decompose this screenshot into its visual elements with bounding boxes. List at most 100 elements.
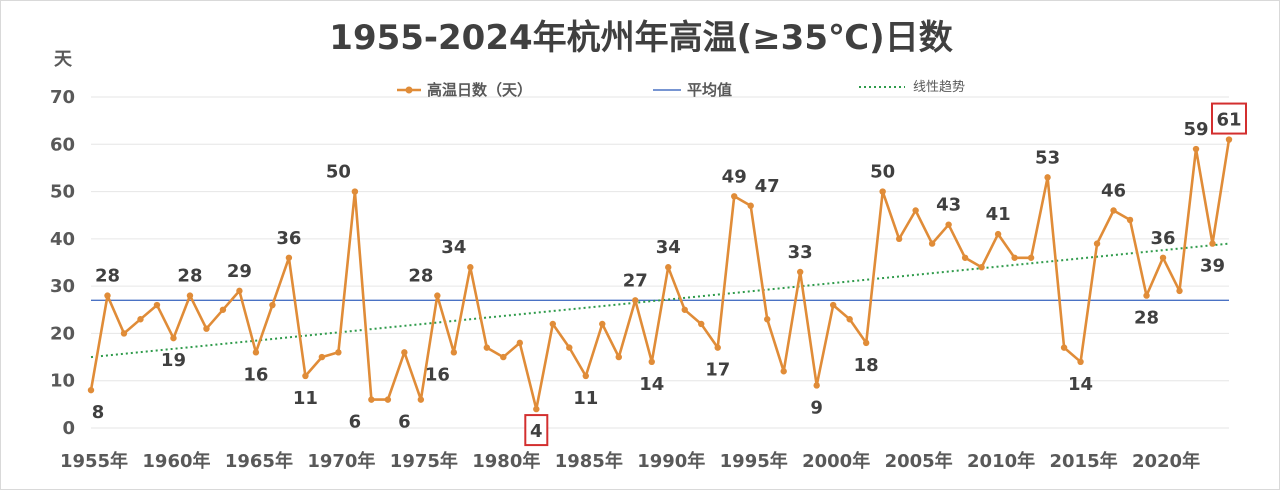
- data-point-1976: [434, 292, 441, 299]
- data-point-2006: [928, 240, 936, 247]
- data-point-2013: [1044, 174, 1051, 181]
- data-point-2009: [978, 264, 985, 271]
- data-point-1971: [351, 188, 359, 195]
- y-tick-label-70: 70: [50, 87, 75, 108]
- x-tick-label-1980: 1980年: [472, 450, 540, 472]
- data-point-2020: [1159, 254, 1167, 261]
- y-tick-label-40: 40: [50, 229, 75, 250]
- data-point-1982: [533, 405, 540, 413]
- data-point-2001: [846, 316, 853, 323]
- data-point-1981: [516, 339, 524, 347]
- highlight-box-1982: [524, 414, 549, 447]
- data-point-1959: [153, 301, 161, 309]
- data-point-1979: [483, 344, 491, 351]
- data-label-2019: 28: [1134, 308, 1159, 329]
- legend-item-mean: 平均值: [653, 81, 732, 99]
- x-tick-label-1955: 1955年: [60, 450, 128, 472]
- data-label-2007: 43: [936, 195, 961, 216]
- x-tick-label-2020: 2020年: [1132, 450, 1200, 472]
- data-point-1993: [714, 344, 721, 351]
- data-label-1990: 34: [656, 237, 681, 258]
- y-tick-label-30: 30: [50, 276, 75, 297]
- data-label-1996: 47: [755, 176, 780, 197]
- data-point-2000: [829, 301, 837, 309]
- data-label-1998: 33: [788, 242, 813, 263]
- data-point-1998: [796, 268, 804, 276]
- x-tick-label-1965: 1965年: [225, 450, 293, 472]
- legend-series-label: 高温日数（天）: [427, 81, 532, 99]
- x-tick-label-2000: 2000年: [802, 450, 870, 472]
- data-point-1967: [285, 254, 293, 261]
- x-tick-label-1985: 1985年: [555, 450, 623, 472]
- data-point-2008: [961, 254, 969, 261]
- data-point-2005: [912, 207, 919, 214]
- data-point-1961: [186, 292, 194, 299]
- data-point-1994: [731, 193, 738, 200]
- data-point-1990: [665, 264, 672, 271]
- data-label-1988: 27: [623, 270, 648, 291]
- data-label-2003: 50: [870, 162, 895, 183]
- series-high-temp-days: [87, 136, 1233, 413]
- x-tick-label-1995: 1995年: [720, 450, 788, 472]
- y-tick-label-20: 20: [50, 323, 75, 344]
- data-point-2015: [1077, 358, 1084, 365]
- y-tick-label-50: 50: [50, 182, 75, 203]
- data-label-2023: 39: [1200, 256, 1225, 277]
- y-tick-label-0: 0: [62, 418, 75, 439]
- data-label-1976: 16: [425, 364, 450, 385]
- data-point-1975: [417, 396, 425, 403]
- data-point-2002: [862, 339, 870, 347]
- data-point-1995: [747, 202, 754, 209]
- legend-item-series: 高温日数（天）: [397, 81, 532, 99]
- data-label-1999: 9: [810, 397, 823, 418]
- data-label-1971: 6: [349, 412, 362, 433]
- data-point-1972: [368, 396, 375, 403]
- data-point-1996: [764, 316, 771, 323]
- data-point-2012: [1027, 254, 1035, 261]
- data-label-1961: 28: [177, 266, 202, 287]
- data-point-1966: [269, 301, 276, 309]
- data-label-1975: 28: [408, 266, 433, 287]
- data-label-2010: 41: [986, 204, 1011, 225]
- data-labels: 8 28 19 28 29 16 36 11 50 6 6 28 16 34 4 11 27 14 34 17 49 47…: [92, 102, 1247, 447]
- data-label-1994: 49: [722, 166, 747, 187]
- highlight-box-2024: [1211, 102, 1247, 135]
- reference-lines: [90, 242, 1230, 359]
- data-label-1985: 11: [573, 388, 598, 409]
- data-label-1993: 17: [705, 360, 730, 381]
- data-point-1988: [632, 297, 639, 304]
- x-tick-label-2005: 2005年: [885, 450, 953, 472]
- data-point-1992: [698, 320, 705, 328]
- data-point-1970: [335, 349, 342, 356]
- data-point-2018: [1126, 216, 1134, 224]
- data-point-2003: [879, 188, 886, 195]
- data-point-1973: [384, 396, 392, 403]
- x-tick-labels: 1955年 1960年 1965年 1970年 1975年 1980年 1985年 1990年…: [60, 450, 1200, 472]
- data-point-1984: [566, 344, 573, 351]
- data-label-2015: 14: [1068, 374, 1093, 395]
- data-point-1962: [203, 325, 210, 332]
- data-point-2011: [1011, 254, 1018, 261]
- data-point-1997: [780, 368, 787, 375]
- data-point-1987: [615, 353, 622, 361]
- data-label-2017: 46: [1101, 180, 1126, 201]
- data-label-2022: 59: [1183, 119, 1208, 140]
- data-label-1989: 14: [639, 374, 664, 395]
- data-point-1983: [549, 320, 556, 328]
- data-label-2002: 18: [854, 355, 879, 376]
- data-label-1970: 50: [326, 162, 351, 183]
- data-point-1963: [219, 306, 227, 313]
- data-point-1964: [236, 287, 243, 295]
- data-point-2019: [1143, 292, 1150, 299]
- data-point-1958: [137, 316, 144, 323]
- y-tick-label-10: 10: [50, 371, 75, 392]
- data-point-2021: [1176, 287, 1183, 295]
- data-label-1955: 8: [92, 402, 105, 423]
- data-label-1965: 16: [243, 364, 268, 385]
- data-point-1968: [302, 372, 309, 380]
- data-point-1986: [599, 320, 606, 328]
- data-point-1991: [681, 306, 688, 313]
- data-point-2010: [994, 230, 1002, 238]
- data-point-2016: [1093, 240, 1101, 247]
